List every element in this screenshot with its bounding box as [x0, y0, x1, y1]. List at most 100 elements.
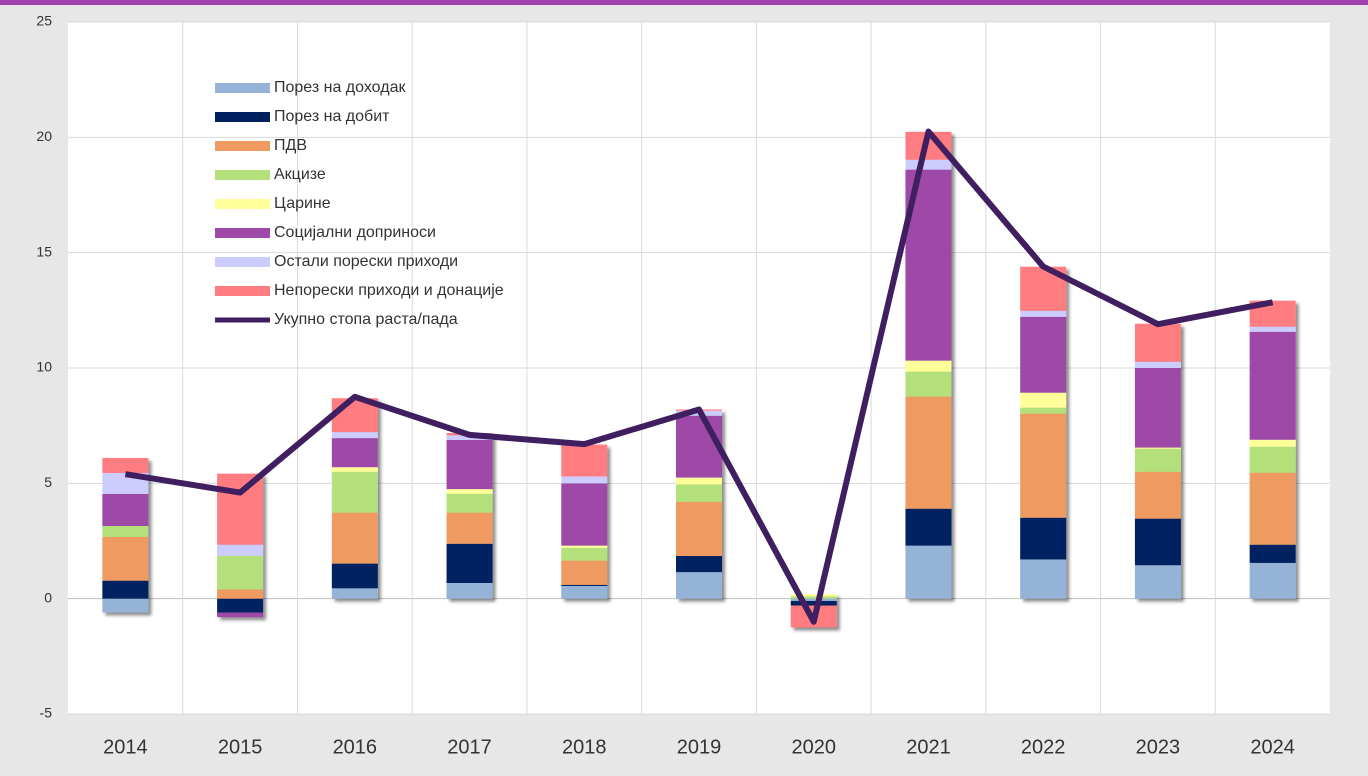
y-tick-label: 25: [36, 13, 52, 29]
bar-segment: [676, 477, 722, 485]
bar-segment: [446, 512, 493, 544]
bar-segment: [790, 596, 837, 599]
bar-segment: [446, 543, 493, 583]
bar-segment: [676, 415, 722, 478]
bar-segment: [1134, 368, 1181, 448]
bar-segment: [561, 476, 608, 484]
bar-segment: [331, 588, 378, 599]
legend-label: Социјални доприноси: [274, 224, 436, 241]
bar-stack: [217, 473, 264, 618]
bar-segment: [1020, 407, 1067, 414]
bar-segment: [217, 598, 264, 613]
legend-label: Порез на доходак: [274, 79, 406, 96]
bar-segment: [1134, 447, 1181, 449]
bar-segment: [561, 444, 608, 477]
x-tick-label: 2024: [1250, 736, 1295, 758]
bar-segment: [331, 512, 378, 564]
bar-segment: [102, 598, 149, 613]
bar-segment: [905, 396, 952, 509]
bar-segment: [331, 432, 378, 439]
bar-segment: [905, 159, 952, 170]
bar-segment: [217, 544, 264, 556]
bar-segment: [446, 493, 493, 513]
legend-label: Акцизе: [274, 166, 326, 183]
bar-segment: [1134, 323, 1181, 362]
bar-stack: [676, 409, 722, 599]
bar-segment: [1134, 448, 1181, 472]
bar-stack: [1134, 323, 1181, 599]
x-tick-label: 2020: [791, 736, 836, 758]
bar-segment: [102, 526, 149, 537]
legend-swatch: [215, 199, 270, 209]
bar-segment: [1020, 559, 1067, 599]
bar-segment: [561, 585, 608, 599]
legend-swatch: [215, 112, 270, 122]
bar-stack: [446, 433, 493, 599]
bar-segment: [446, 439, 493, 490]
x-tick-label: 2022: [1021, 736, 1066, 758]
bar-segment: [446, 582, 493, 599]
bar-segment: [790, 598, 837, 601]
bar-segment: [905, 360, 952, 372]
bar-segment: [1249, 439, 1296, 447]
legend-swatch: [215, 228, 270, 238]
bar-segment: [102, 580, 149, 599]
bar-segment: [217, 612, 264, 618]
bar-segment: [905, 545, 952, 599]
bar-segment: [561, 483, 608, 546]
bar-segment: [905, 371, 952, 397]
bar-segment: [1249, 446, 1296, 473]
x-tick-label: 2014: [103, 736, 148, 758]
bar-segment: [102, 536, 149, 581]
top-border: [0, 0, 1368, 5]
bar-segment: [561, 584, 608, 586]
bar-stack: [1249, 300, 1296, 599]
bar-segment: [1249, 326, 1296, 332]
bar-segment: [1020, 316, 1067, 393]
bar-segment: [905, 508, 952, 546]
bar-stack: [561, 444, 608, 599]
bar-stack: [331, 398, 378, 599]
bar-segment: [676, 501, 722, 556]
bar-segment: [102, 493, 149, 527]
bar-segment: [790, 600, 837, 606]
total-line: [124, 128, 1274, 625]
bar-segment: [331, 471, 378, 513]
y-tick-label: 10: [36, 359, 52, 375]
legend-swatch: [215, 141, 270, 151]
bar-segment: [676, 555, 722, 573]
y-tick-label: -5: [40, 705, 53, 721]
y-tick-label: 15: [36, 243, 52, 259]
bar-segment: [561, 560, 608, 585]
bar-segment: [1020, 517, 1067, 560]
x-tick-label: 2016: [333, 736, 378, 758]
bar-segment: [331, 467, 378, 472]
y-tick-label: 20: [36, 128, 52, 144]
legend-label: ПДВ: [274, 137, 307, 154]
x-tick-label: 2017: [447, 736, 492, 758]
y-tick-label: 5: [44, 474, 52, 490]
bar-segment: [331, 563, 378, 589]
bar-stack: [102, 457, 149, 613]
bar-segment: [1249, 472, 1296, 545]
bar-segment: [446, 489, 493, 494]
x-tick-label: 2018: [562, 736, 607, 758]
y-tick-label: 0: [44, 589, 52, 605]
bar-segment: [1249, 331, 1296, 440]
legend-swatch: [215, 170, 270, 180]
legend-label: Остали порески приходи: [274, 253, 458, 270]
bar-segment: [1134, 565, 1181, 599]
legend-label: Порез на добит: [274, 108, 390, 125]
bar-segment: [1020, 310, 1067, 317]
x-tick-label: 2021: [906, 736, 951, 758]
legend-swatch: [215, 286, 270, 296]
bar-segment: [217, 589, 264, 599]
bar-segment: [561, 547, 608, 561]
bar-segment: [1134, 518, 1181, 566]
legend-label: Царине: [274, 195, 331, 212]
x-tick-label: 2023: [1136, 736, 1181, 758]
bar-segment: [217, 473, 264, 545]
x-tick-label: 2015: [218, 736, 263, 758]
bar-segment: [676, 484, 722, 502]
